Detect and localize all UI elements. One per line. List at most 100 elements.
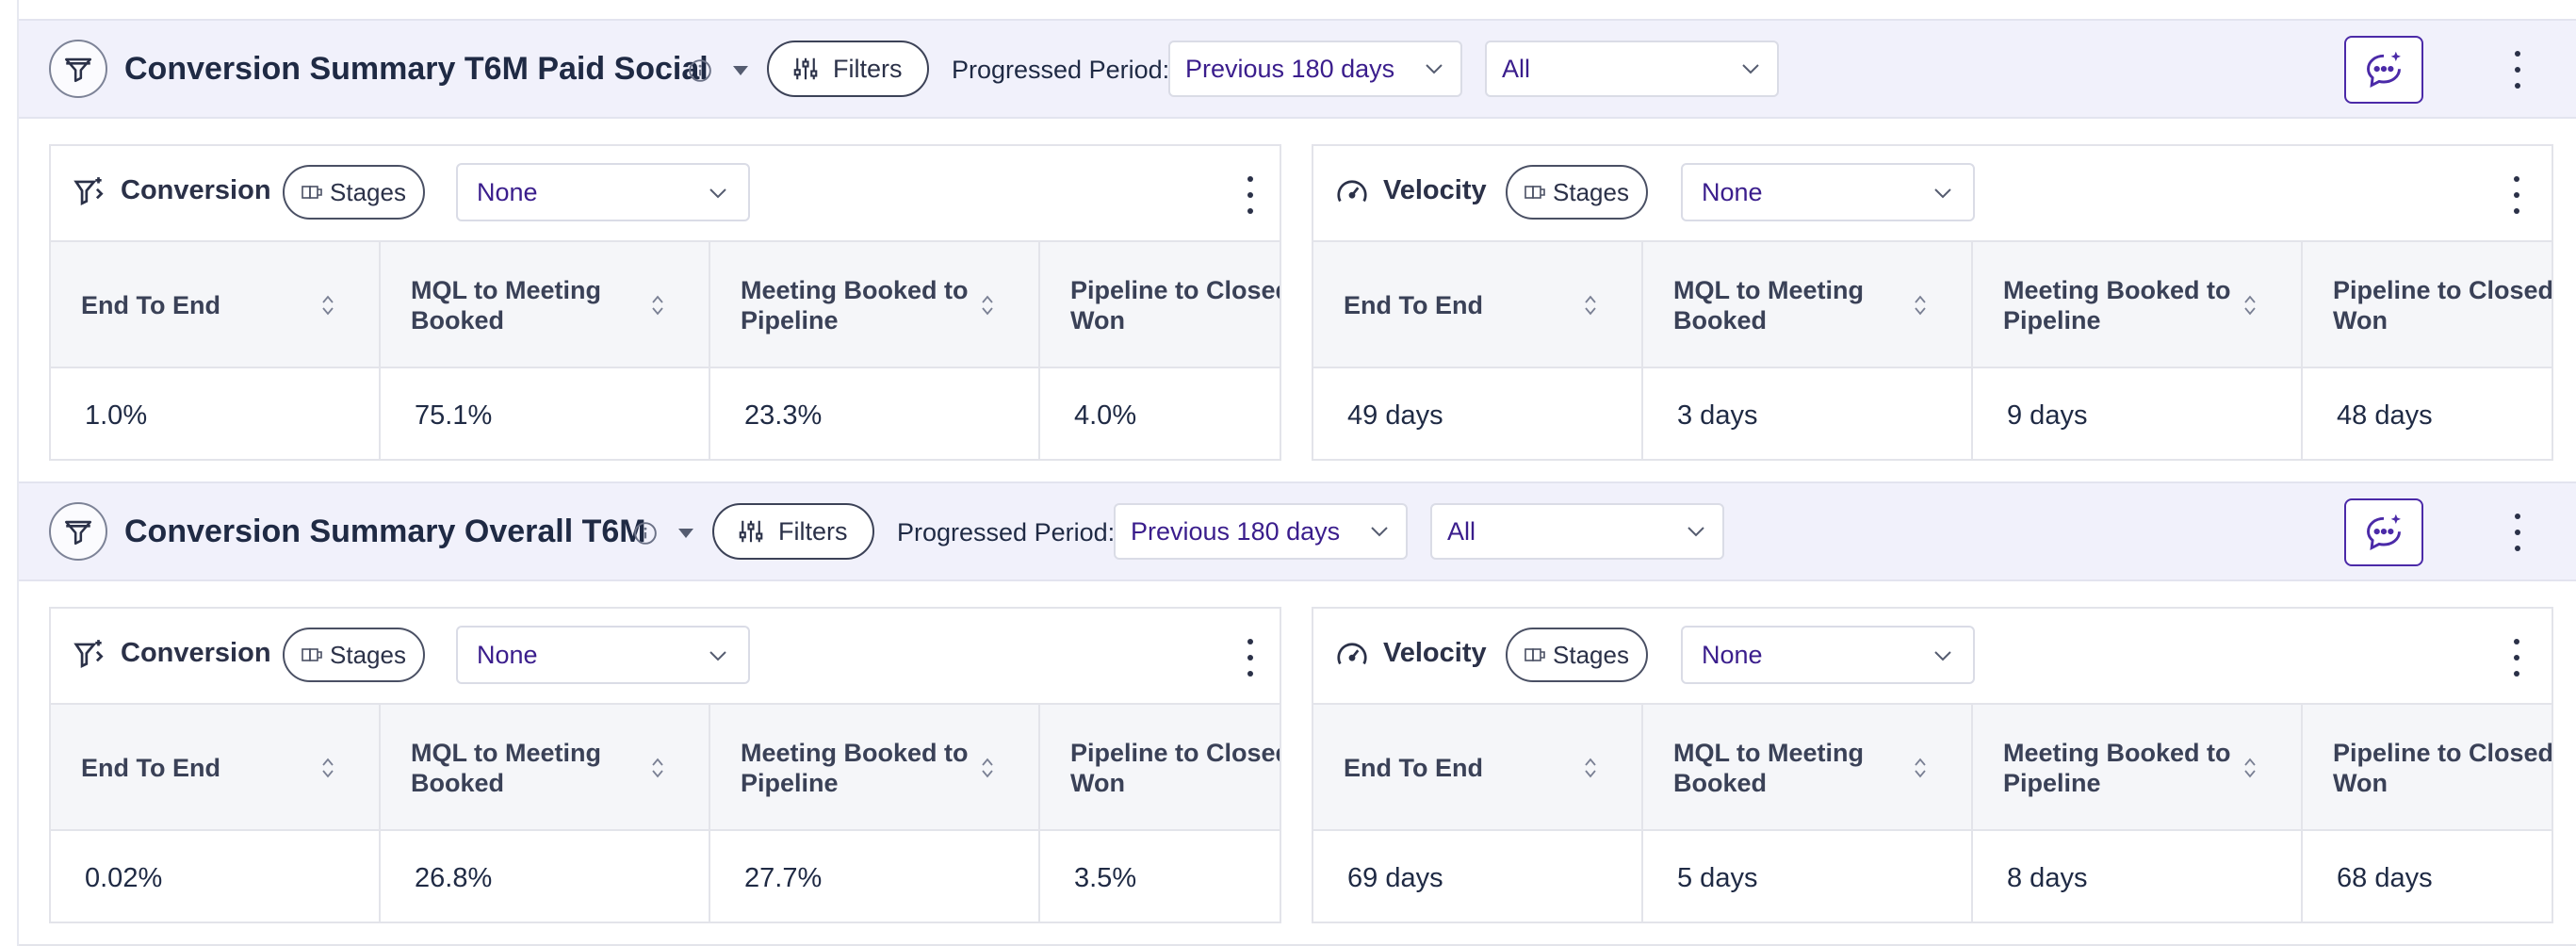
period-select[interactable]: Previous 180 days — [1168, 41, 1462, 97]
table-cell: 75.1% — [381, 368, 710, 459]
table-cell: 1.0% — [51, 368, 381, 459]
card-select-value: None — [1702, 640, 1763, 669]
card-select-value: None — [477, 640, 538, 669]
column-header-end-to-end[interactable]: End To End — [51, 705, 381, 831]
sort-icon[interactable] — [2242, 756, 2258, 780]
column-header-meeting-to-pipeline[interactable]: Meeting Booked to Pipeline — [710, 242, 1040, 368]
card-title: Conversion — [121, 175, 271, 205]
column-header-pipeline-to-closed-won[interactable]: Pipeline to Closed Won — [1070, 276, 1281, 334]
velocity-card: Velocity Stages None End To End MQL to M… — [1312, 607, 2553, 923]
column-header-pipeline-to-closed-won[interactable]: Pipeline to Closed Won — [1070, 739, 1281, 797]
table-cell: 4.0% — [1074, 400, 1137, 431]
sort-icon[interactable] — [650, 293, 665, 318]
caret-down-icon[interactable] — [677, 527, 695, 540]
card-more-button[interactable] — [2510, 639, 2523, 677]
chevron-down-icon — [1934, 188, 1951, 199]
column-header-mql-to-meeting[interactable]: MQL to Meeting Booked — [1643, 705, 1973, 831]
card-select[interactable]: None — [1681, 163, 1975, 221]
sliders-icon — [739, 520, 763, 543]
ai-chat-button[interactable] — [2344, 36, 2423, 104]
card-select[interactable]: None — [456, 626, 750, 684]
sort-icon[interactable] — [980, 293, 995, 318]
stages-button[interactable]: Stages — [283, 165, 425, 220]
column-header-meeting-to-pipeline[interactable]: Meeting Booked to Pipeline — [710, 705, 1040, 831]
column-header-meeting-to-pipeline[interactable]: Meeting Booked to Pipeline — [1973, 242, 2303, 368]
table-cell: 27.7% — [710, 831, 1040, 922]
ai-chat-button[interactable] — [2344, 498, 2423, 566]
sort-icon[interactable] — [980, 756, 995, 780]
table-cell: 5 days — [1643, 831, 1973, 922]
sort-icon[interactable] — [2242, 293, 2258, 318]
scope-select[interactable]: All — [1430, 503, 1724, 560]
conversion-card: Conversion Stages None End To End MQL to… — [49, 607, 1281, 923]
card-select[interactable]: None — [1681, 626, 1975, 684]
column-header-pipeline-to-closed-won[interactable]: Pipeline to Closed Won — [2333, 276, 2553, 334]
scope-select-value: All — [1447, 516, 1476, 546]
velocity-table: End To End MQL to Meeting Booked Meeting… — [1313, 703, 2552, 922]
conversion-funnel-icon — [73, 177, 104, 206]
filters-label: Filters — [833, 54, 903, 83]
column-header-end-to-end[interactable]: End To End — [51, 242, 381, 368]
card-more-button[interactable] — [2510, 176, 2523, 214]
stages-icon — [302, 648, 322, 661]
card-select-value: None — [477, 177, 538, 206]
column-header-end-to-end[interactable]: End To End — [1313, 242, 1643, 368]
table-header-row: End To End MQL to Meeting Booked Meeting… — [1313, 703, 2552, 831]
conversion-funnel-icon — [73, 640, 104, 669]
sort-icon[interactable] — [1583, 756, 1598, 780]
filters-button[interactable]: Filters — [767, 41, 929, 97]
table-row: 69 days 5 days 8 days 68 days — [1313, 831, 2552, 922]
chevron-down-icon — [1742, 64, 1759, 74]
card-header: Velocity Stages None — [1313, 146, 2552, 240]
table-row: 49 days 3 days 9 days 48 days — [1313, 368, 2552, 459]
table-cell: 0.02% — [51, 831, 381, 922]
column-header-end-to-end[interactable]: End To End — [1313, 705, 1643, 831]
sort-icon[interactable] — [1913, 293, 1928, 318]
stages-button[interactable]: Stages — [1506, 165, 1648, 220]
table-header-row: End To End MQL to Meeting Booked Meeting… — [51, 240, 1280, 368]
table-cell: 49 days — [1313, 368, 1643, 459]
table-cell: 23.3% — [710, 368, 1040, 459]
card-header: Velocity Stages None — [1313, 609, 2552, 703]
period-select-value: Previous 180 days — [1185, 54, 1395, 83]
info-icon[interactable] — [688, 58, 712, 83]
table-header-row: End To End MQL to Meeting Booked Meeting… — [51, 703, 1280, 831]
sort-icon[interactable] — [1913, 756, 1928, 780]
chevron-down-icon — [1426, 64, 1443, 74]
card-more-button[interactable] — [1244, 176, 1257, 214]
filters-button[interactable]: Filters — [712, 503, 874, 560]
period-select-value: Previous 180 days — [1131, 516, 1341, 546]
scope-select[interactable]: All — [1485, 41, 1779, 97]
table-cell: 8 days — [1973, 831, 2303, 922]
stages-icon — [1524, 186, 1545, 199]
card-title: Velocity — [1383, 638, 1487, 668]
column-header-mql-to-meeting[interactable]: MQL to Meeting Booked — [1643, 242, 1973, 368]
caret-down-icon[interactable] — [731, 64, 750, 77]
summary-section-overall: Conversion Summary Overall T6M Filters P… — [19, 481, 2576, 943]
left-divider — [17, 0, 19, 946]
card-select[interactable]: None — [456, 163, 750, 221]
sort-icon[interactable] — [320, 293, 335, 318]
stages-button[interactable]: Stages — [1506, 628, 1648, 682]
stages-button[interactable]: Stages — [283, 628, 425, 682]
info-icon[interactable] — [633, 521, 658, 546]
card-title: Conversion — [121, 638, 271, 668]
column-header-pipeline-to-closed-won[interactable]: Pipeline to Closed Won — [2333, 739, 2553, 797]
section-more-button[interactable] — [2511, 51, 2524, 89]
ai-chat-icon — [2367, 51, 2401, 89]
card-header: Conversion Stages None — [51, 146, 1280, 240]
column-header-mql-to-meeting[interactable]: MQL to Meeting Booked — [381, 242, 710, 368]
table-cell: 48 days — [2337, 400, 2433, 431]
stages-label: Stages — [1553, 177, 1629, 206]
column-header-mql-to-meeting[interactable]: MQL to Meeting Booked — [381, 705, 710, 831]
period-select[interactable]: Previous 180 days — [1114, 503, 1408, 560]
column-header-meeting-to-pipeline[interactable]: Meeting Booked to Pipeline — [1973, 705, 2303, 831]
speedometer-icon — [1337, 180, 1367, 203]
card-more-button[interactable] — [1244, 639, 1257, 677]
sort-icon[interactable] — [320, 756, 335, 780]
chevron-down-icon — [1371, 527, 1388, 537]
sort-icon[interactable] — [1583, 293, 1598, 318]
card-select-value: None — [1702, 177, 1763, 206]
sort-icon[interactable] — [650, 756, 665, 780]
section-more-button[interactable] — [2511, 514, 2524, 551]
